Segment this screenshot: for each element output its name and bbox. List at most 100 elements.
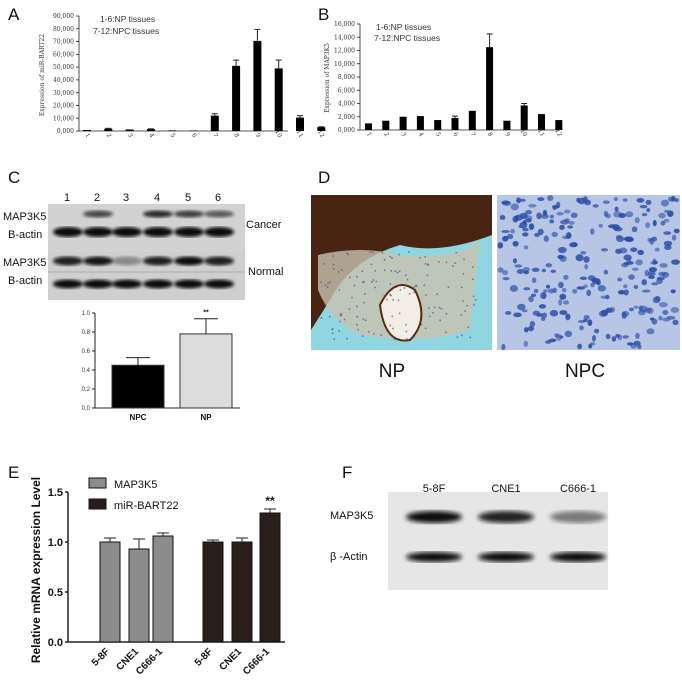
npc-nucleus <box>583 256 590 263</box>
npc-nucleus <box>639 204 648 209</box>
npc-nucleus <box>549 214 555 219</box>
bar <box>146 129 155 131</box>
np-cell <box>328 315 331 318</box>
np-cell <box>375 280 378 283</box>
np-cell <box>329 281 332 283</box>
bar <box>253 40 262 131</box>
np-cell <box>451 265 454 267</box>
np-cell <box>440 307 443 310</box>
significance-marker: ** <box>203 310 209 317</box>
npc-nucleus <box>587 319 593 326</box>
npc-nucleus <box>673 228 680 234</box>
npc-nucleus <box>632 267 639 271</box>
np-cell <box>324 284 327 286</box>
npc-nucleus <box>558 299 563 306</box>
npc-nucleus <box>630 247 638 253</box>
np-cell <box>467 326 470 329</box>
npc-nucleus <box>608 224 617 229</box>
npc-nucleus <box>576 197 581 203</box>
npc-nucleus <box>551 231 558 238</box>
chart-e-ylabel: Relative mRNA expression Level <box>29 477 43 663</box>
blot-band <box>143 256 173 266</box>
blot-band <box>174 279 204 289</box>
npc-nucleus <box>641 289 651 293</box>
np-cell <box>389 324 392 327</box>
y-tick-label: 8,000 <box>338 74 355 81</box>
np-cell <box>332 255 335 258</box>
npc-nucleus <box>613 197 618 202</box>
np-cell <box>424 255 427 258</box>
npc-nucleus <box>528 325 535 332</box>
npc-nucleus <box>512 240 519 247</box>
bar <box>416 116 424 130</box>
y-tick-label: 12,000 <box>334 48 355 55</box>
x-tick-label: 9 <box>254 132 262 139</box>
np-cell <box>407 251 410 254</box>
npc-nucleus <box>583 314 590 320</box>
np-cell <box>355 323 358 326</box>
np-cell <box>408 292 411 295</box>
np-cell <box>445 312 448 315</box>
np-cell <box>433 306 436 309</box>
panel-label-f: F <box>342 463 352 482</box>
npc-nucleus <box>628 274 635 280</box>
blot-band <box>83 279 113 289</box>
npc-nucleus <box>522 232 529 237</box>
np-cell <box>369 251 372 253</box>
blot-band <box>406 552 462 562</box>
npc-nucleus <box>623 236 633 242</box>
np-cell <box>472 303 475 306</box>
y-tick-label: 30,000 <box>53 90 74 97</box>
chart-e: Relative mRNA expression Level MAP3K5 mi… <box>29 477 285 677</box>
npc-nucleus <box>674 198 679 203</box>
x-tick-label: 12 <box>553 128 563 138</box>
npc-nucleus <box>625 261 634 265</box>
npc-nucleus <box>510 203 519 211</box>
x-tick-label: 5 <box>434 131 442 138</box>
npc-nucleus <box>576 286 586 290</box>
np-cell <box>346 337 349 340</box>
npc-nucleus <box>524 327 529 333</box>
blot-band <box>83 227 113 237</box>
npc-nucleus <box>559 224 565 230</box>
npc-nucleus <box>559 310 568 316</box>
npc-nucleus <box>652 296 661 304</box>
blot-band <box>550 552 606 562</box>
significance-marker: ** <box>265 494 275 508</box>
np-cell <box>371 251 374 254</box>
blot-band <box>174 256 204 266</box>
npc-nucleus <box>658 212 666 219</box>
np-cell <box>424 327 427 330</box>
npc-nucleus <box>617 290 626 295</box>
y-tick-label: 20,000 <box>53 103 74 110</box>
npc-nucleus <box>562 288 567 293</box>
npc-nucleus <box>532 310 541 316</box>
npc-nucleus <box>547 288 555 294</box>
np-cell <box>406 338 409 340</box>
chart-c: 0.0 0.2 0.4 0.6 0.8 1.0 NPC ** NP <box>82 310 240 422</box>
bar <box>231 541 253 643</box>
np-cell <box>447 286 450 288</box>
np-cell <box>460 314 463 316</box>
npc-nucleus <box>590 228 595 235</box>
npc-nucleus <box>652 219 657 227</box>
bar <box>382 120 390 130</box>
npc-nucleus <box>564 330 573 338</box>
blot-band <box>53 256 83 266</box>
lane-cne1: CNE1 <box>491 483 520 495</box>
np-cell <box>471 278 474 281</box>
y-tick-label: 10,000 <box>53 115 74 122</box>
np-cell <box>436 293 439 296</box>
lane-5-8f: 5-8F <box>423 483 446 495</box>
np-cell <box>394 270 397 273</box>
npc-nucleus <box>577 319 586 324</box>
npc-nucleus <box>589 342 596 346</box>
bar <box>296 117 304 131</box>
npc-nucleus <box>648 275 655 280</box>
np-cell <box>353 284 356 287</box>
bar <box>189 130 198 131</box>
bar <box>179 333 233 409</box>
np-cell <box>355 305 358 308</box>
chart-a-note-1: 1-6:NP tissues <box>100 14 155 24</box>
y-tick-label: 50,000 <box>53 64 74 71</box>
